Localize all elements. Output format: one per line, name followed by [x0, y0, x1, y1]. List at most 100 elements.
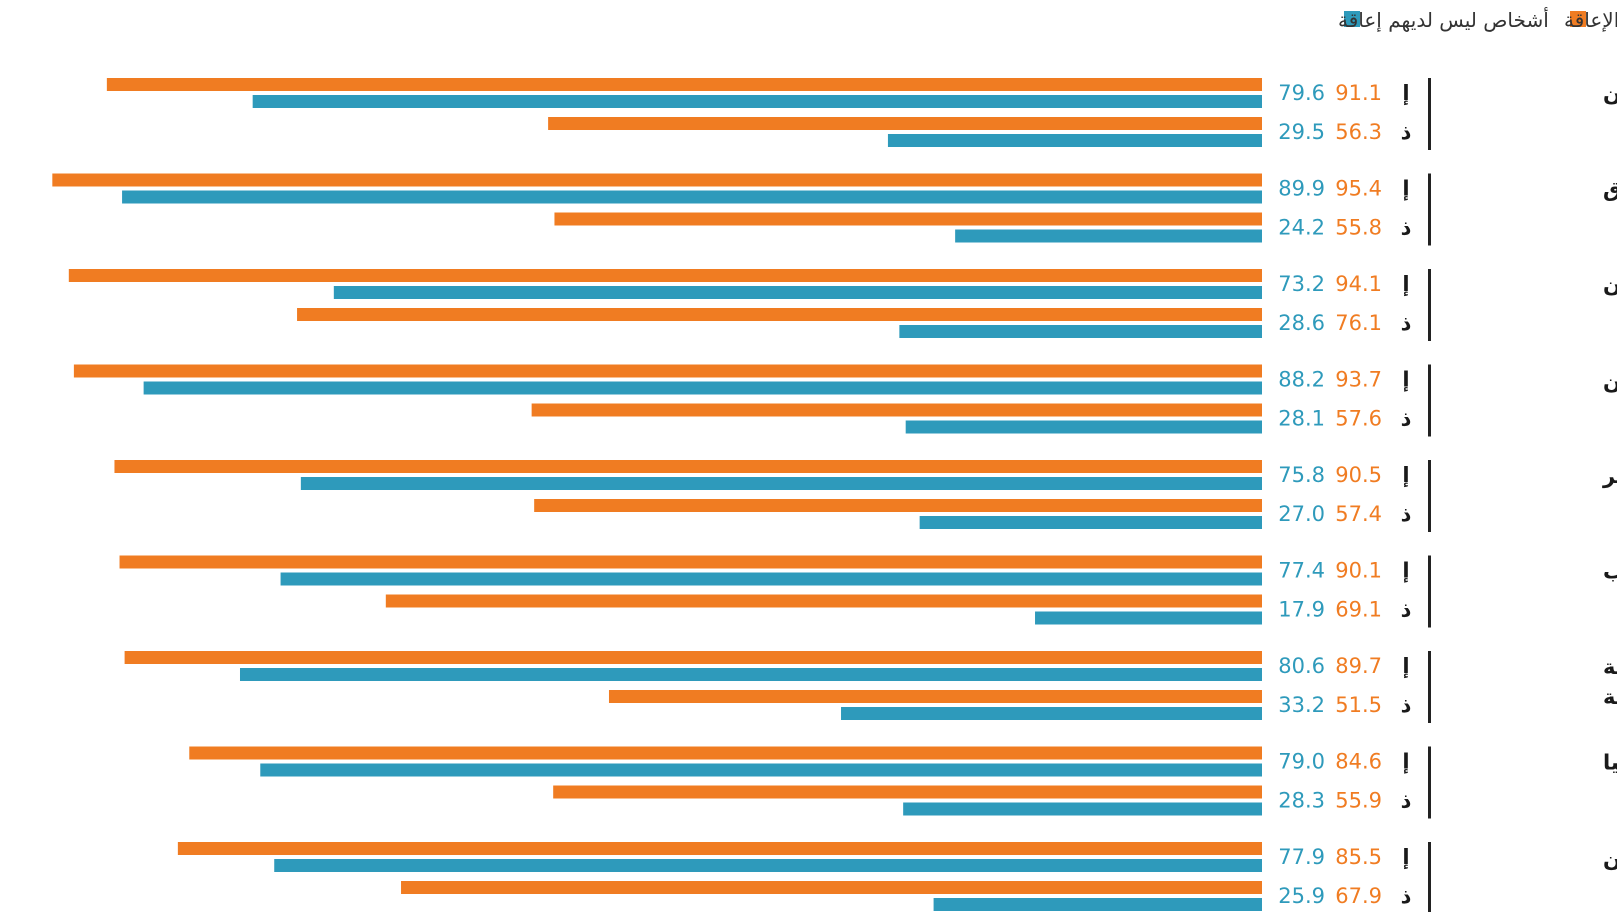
data-label-series-1: 57.4	[1335, 502, 1382, 526]
bar-series-1	[68, 269, 1262, 282]
data-label-series-2: 77.9	[1278, 845, 1325, 869]
country-label: اليمن	[1603, 846, 1617, 870]
row-category-letter: ذ	[1401, 884, 1412, 908]
country-label: العراق	[1603, 178, 1617, 202]
data-label-series-2: 33.2	[1278, 693, 1325, 717]
plot-area: الأردن إ 91.1 79.6 ذ 56.3 29.5 العراق إ 95.4 89.9 ذ…	[52, 78, 1617, 912]
data-label-series-1: 56.3	[1335, 120, 1382, 144]
data-label-series-2: 79.6	[1278, 81, 1325, 105]
data-label-series-1: 51.5	[1335, 693, 1382, 717]
data-label-series-2: 24.2	[1278, 216, 1325, 240]
group-separator	[1428, 78, 1431, 150]
legend: الأشخاص ذوو الإعاقة أشخاص ليس لديهم إعاق…	[1338, 7, 1617, 33]
country-label: موريتانيا	[1603, 751, 1617, 775]
data-label-series-1: 90.5	[1335, 463, 1382, 487]
legend-label-series-2: أشخاص ليس لديهم إعاقة	[1338, 7, 1549, 33]
bar-series-2	[841, 707, 1262, 720]
group-separator	[1428, 555, 1431, 628]
bar-series-1	[119, 555, 1263, 569]
row-category-letter: ذ	[1401, 216, 1412, 240]
data-label-series-2: 28.6	[1278, 311, 1325, 335]
data-label-series-2: 73.2	[1278, 272, 1325, 296]
row-category-letter: إ	[1402, 750, 1409, 774]
data-label-series-2: 88.2	[1278, 368, 1325, 392]
data-label-series-1: 84.6	[1335, 750, 1382, 774]
bar-series-2	[280, 572, 1262, 586]
row-category-letter: إ	[1402, 81, 1409, 105]
bar-series-2	[887, 134, 1262, 147]
bar-series-2	[905, 420, 1262, 434]
data-label-series-1: 67.9	[1335, 884, 1382, 908]
data-label-series-1: 85.5	[1335, 845, 1382, 869]
bar-series-1	[531, 403, 1262, 417]
data-label-series-2: 17.9	[1278, 598, 1325, 622]
row-category-letter: ذ	[1401, 311, 1412, 335]
bar-series-2	[955, 229, 1262, 243]
row-category-letter: إ	[1402, 368, 1409, 392]
data-label-series-1: 69.1	[1335, 598, 1382, 622]
bar-series-1	[189, 746, 1263, 760]
country-label: عمان	[1603, 273, 1617, 297]
bar-series-2	[903, 802, 1262, 816]
data-label-series-1: 57.6	[1335, 407, 1382, 431]
country-label: فلسطين	[1603, 369, 1617, 393]
data-label-series-1: 93.7	[1335, 368, 1382, 392]
group-separator	[1428, 269, 1431, 341]
bar-series-1	[534, 499, 1262, 512]
bar-series-2	[122, 190, 1263, 204]
bar-series-1	[73, 364, 1262, 378]
row-category-letter: إ	[1402, 559, 1409, 583]
group-separator	[1428, 364, 1431, 437]
row-category-letter: إ	[1402, 845, 1409, 869]
row-category-letter: إ	[1402, 654, 1409, 678]
bar-series-1	[385, 594, 1262, 608]
data-label-series-1: 90.1	[1335, 559, 1382, 583]
bar-series-2	[252, 95, 1262, 108]
data-label-series-2: 80.6	[1278, 654, 1325, 678]
bar-series-2	[274, 859, 1262, 872]
row-category-letter: ذ	[1401, 502, 1412, 526]
bar-series-2	[260, 763, 1262, 777]
country-label: المملكة العربية	[1603, 655, 1617, 679]
row-category-letter: إ	[1402, 272, 1409, 296]
row-category-letter: إ	[1402, 463, 1409, 487]
data-label-series-2: 27.0	[1278, 502, 1325, 526]
country-label: مصر	[1602, 464, 1617, 488]
legend-label-series-1: الأشخاص ذوو الإعاقة	[1564, 8, 1617, 32]
data-label-series-1: 76.1	[1335, 311, 1382, 335]
bar-series-1	[114, 460, 1263, 473]
country-label: المغرب	[1603, 560, 1617, 584]
group-separator	[1428, 651, 1431, 723]
bar-series-1	[124, 651, 1262, 664]
bar-series-2	[143, 381, 1262, 395]
bar-series-2	[919, 516, 1262, 529]
data-label-series-2: 75.8	[1278, 463, 1325, 487]
bar-series-1	[106, 78, 1262, 91]
row-category-letter: إ	[1402, 177, 1409, 201]
data-label-series-2: 79.0	[1278, 750, 1325, 774]
group-separator	[1428, 746, 1431, 819]
bar-series-1	[177, 842, 1263, 855]
bar-series-1	[401, 881, 1262, 894]
legend-swatch-series-2	[1344, 11, 1360, 27]
bar-series-2	[300, 477, 1263, 490]
bar-series-1	[52, 173, 1262, 187]
row-category-letter: ذ	[1401, 789, 1412, 813]
group-separator	[1428, 460, 1431, 532]
bar-series-1	[553, 785, 1262, 799]
row-category-letter: ذ	[1401, 120, 1412, 144]
data-label-series-1: 89.7	[1335, 654, 1382, 678]
data-label-series-1: 55.8	[1335, 216, 1382, 240]
bar-series-1	[548, 117, 1262, 130]
legend-swatch-series-1	[1570, 11, 1586, 27]
bar-series-2	[1035, 611, 1262, 625]
row-category-letter: ذ	[1401, 407, 1412, 431]
data-label-series-1: 95.4	[1335, 177, 1382, 201]
bar-series-1	[554, 212, 1262, 226]
data-label-series-1: 94.1	[1335, 272, 1382, 296]
row-category-letter: ذ	[1401, 693, 1412, 717]
bar-series-2	[239, 668, 1262, 681]
bar-series-2	[333, 286, 1263, 299]
bar-series-2	[933, 898, 1262, 911]
